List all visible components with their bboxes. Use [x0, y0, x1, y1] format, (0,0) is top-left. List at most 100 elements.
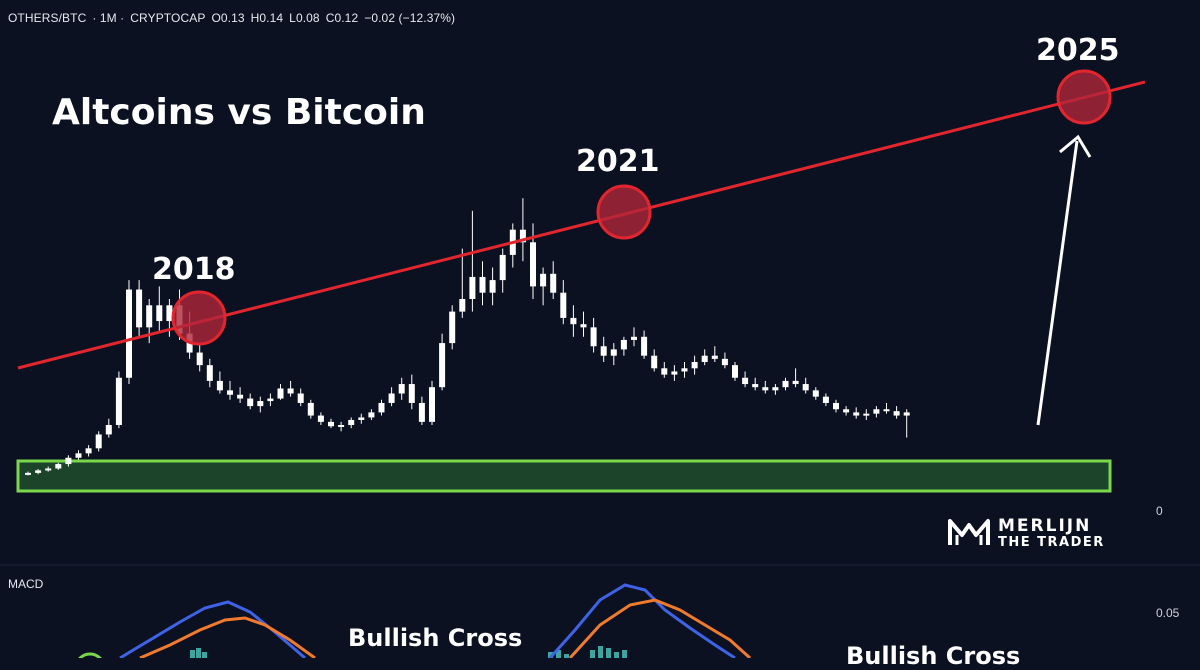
candle-body: [328, 421, 334, 427]
candle-body: [550, 273, 557, 293]
candle-body: [489, 280, 496, 293]
candle-body: [752, 384, 759, 388]
interval: · 1M ·: [92, 11, 125, 25]
high-value: H0.14: [250, 11, 284, 25]
candle-body: [600, 346, 607, 356]
merlijn-logo: MERLIJN THE TRADER: [946, 515, 1116, 553]
candle-body: [358, 417, 365, 420]
candle-body: [287, 388, 294, 394]
candle-body: [762, 387, 769, 391]
candles-group: [25, 198, 910, 476]
candle-body: [408, 384, 415, 403]
candle-body: [732, 365, 738, 378]
histogram-bar: [606, 648, 611, 658]
histogram-bar: [556, 650, 561, 658]
candle-body: [156, 305, 163, 322]
macd-label: MACD: [8, 577, 44, 591]
support-zone: [16, 459, 1112, 493]
candle-body: [580, 324, 587, 328]
low-value: L0.08: [289, 11, 320, 25]
candle-body: [378, 402, 385, 413]
candle-body: [449, 311, 456, 344]
candle-body: [368, 412, 375, 418]
candle-body: [711, 355, 718, 359]
symbol-header: OTHERS/BTC · 1M · CRYPTOCAP O0.13 H0.14 L0.08…: [8, 11, 461, 25]
candle-body: [257, 401, 264, 407]
candle-body: [681, 368, 688, 372]
candle-body: [651, 355, 658, 369]
candle-body: [227, 390, 233, 395]
histogram-bar: [548, 652, 553, 658]
candle-body: [782, 380, 789, 388]
candle-body: [166, 305, 173, 322]
candle-body: [560, 292, 567, 318]
histogram-bar: [190, 650, 195, 658]
candle-body: [863, 413, 870, 416]
candle-body: [519, 229, 526, 243]
signal-line: [139, 598, 752, 658]
candle-body: [237, 394, 244, 399]
candle-body: [641, 336, 648, 356]
marker-2025: [1056, 69, 1112, 125]
candle-body: [105, 425, 112, 435]
candle-body: [216, 380, 223, 391]
candle-body: [570, 317, 577, 325]
histogram-bar: [622, 650, 627, 658]
projection-arrow: [1036, 140, 1079, 426]
candle-body: [95, 434, 102, 449]
candle-body: [661, 368, 668, 375]
candle-body: [893, 411, 900, 416]
candle-body: [802, 384, 809, 391]
candle-body: [540, 273, 547, 287]
candle-body: [721, 358, 728, 366]
logo-line2: THE TRADER: [998, 535, 1105, 550]
open-value: O0.13: [211, 11, 245, 25]
source: CRYPTOCAP: [130, 11, 206, 25]
candle-body: [772, 387, 779, 391]
histogram-bar: [564, 654, 569, 658]
candle-body: [65, 457, 72, 465]
candle-body: [439, 343, 446, 388]
candle-body: [812, 390, 819, 397]
logo-line1: MERLIJN: [998, 516, 1092, 536]
candle-body: [742, 377, 749, 385]
year-2025-label: 2025: [1036, 33, 1120, 68]
macd-axis-label: 0.05: [1156, 606, 1180, 620]
candle-body: [590, 327, 597, 347]
candle-body: [317, 415, 324, 422]
candle-body: [610, 349, 617, 356]
year-2018-label: 2018: [152, 252, 236, 287]
cross-marker-left: [78, 652, 102, 658]
candle-body: [338, 425, 345, 427]
candle-body: [631, 336, 637, 340]
logo-icon: [948, 519, 990, 545]
macd-line: [119, 583, 736, 658]
candle-body: [398, 384, 405, 394]
candle-body: [45, 468, 52, 471]
candle-body: [691, 362, 698, 369]
candle-body: [459, 299, 466, 312]
candle-body: [418, 402, 425, 422]
axis-zero-label: 0: [1156, 504, 1163, 518]
candle-body: [671, 371, 678, 375]
projection-arrow-head: [1059, 134, 1092, 158]
candle-body: [35, 470, 42, 473]
close-value: C0.12: [325, 11, 359, 25]
candle-body: [307, 402, 314, 416]
candle-body: [429, 387, 435, 422]
macd-histogram: [190, 646, 627, 658]
candle-body: [206, 365, 213, 381]
histogram-bar: [598, 646, 603, 658]
chart-title: Altcoins vs Bitcoin: [52, 92, 426, 133]
candle-body: [479, 276, 486, 293]
candle-body: [388, 393, 395, 403]
candle-body: [833, 402, 839, 410]
candle-body: [146, 305, 153, 328]
histogram-bar: [196, 648, 201, 658]
candle-body: [25, 472, 31, 475]
bullish-cross-label-1: Bullish Cross: [348, 624, 523, 652]
candle-body: [277, 388, 284, 399]
candle-body: [853, 412, 860, 416]
candle-body: [297, 393, 304, 403]
